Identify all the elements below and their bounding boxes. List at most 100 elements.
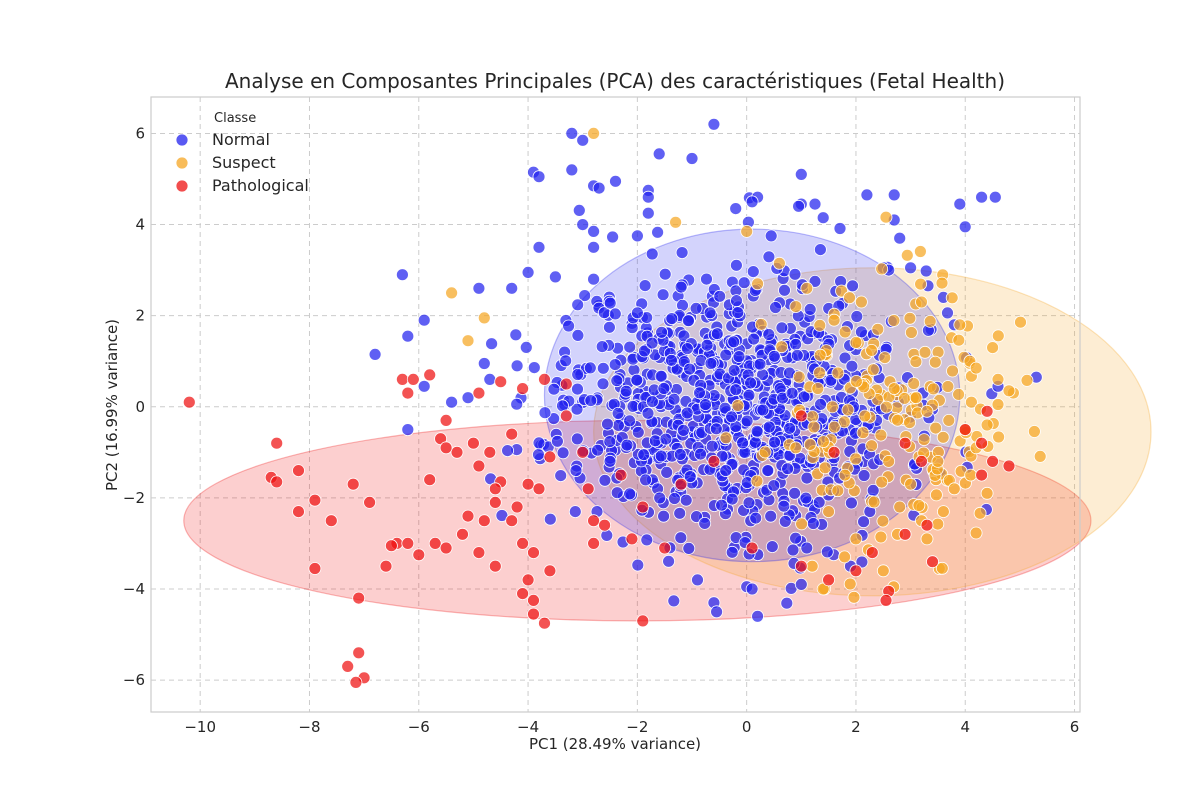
point-normal — [742, 496, 756, 510]
point-normal — [750, 424, 764, 438]
point-pathological — [587, 537, 600, 550]
point-normal — [603, 454, 617, 468]
point-normal — [576, 218, 590, 232]
x-axis-ticks: −10 −8 −6 −4 −2 0 2 4 6 — [184, 718, 1079, 736]
point-suspect — [813, 366, 826, 380]
point-normal — [612, 418, 625, 432]
point-normal — [680, 406, 694, 420]
point-normal — [637, 448, 651, 462]
point-suspect — [909, 391, 923, 405]
point-pathological — [538, 616, 551, 630]
point-suspect — [914, 245, 927, 258]
point-normal — [845, 359, 859, 373]
point-normal — [651, 225, 664, 239]
point-normal — [417, 313, 431, 327]
point-pathological — [505, 514, 519, 528]
point-normal — [765, 540, 779, 553]
point-normal — [800, 471, 814, 485]
point-pathological — [324, 514, 338, 528]
point-suspect — [874, 428, 888, 442]
point-normal — [568, 505, 582, 519]
point-normal — [587, 224, 600, 238]
point-pathological — [559, 377, 573, 391]
point-normal — [673, 506, 687, 520]
y-axis-label: PC2 (16.99% variance) — [103, 319, 121, 491]
point-normal — [578, 289, 592, 303]
point-normal — [654, 449, 668, 463]
point-normal — [667, 392, 681, 406]
point-pathological — [527, 594, 540, 607]
point-normal — [658, 267, 672, 281]
point-suspect — [973, 506, 987, 520]
point-suspect — [866, 363, 880, 377]
point-normal — [792, 199, 805, 213]
point-normal — [532, 436, 546, 450]
point-suspect — [805, 559, 819, 573]
point-normal — [767, 479, 781, 493]
point-normal — [495, 509, 509, 522]
point-pathological — [532, 482, 546, 496]
point-suspect — [917, 433, 931, 447]
point-pathological — [308, 562, 322, 575]
point-normal — [565, 126, 579, 140]
point-pathological — [346, 477, 360, 491]
point-suspect — [847, 590, 861, 604]
point-suspect — [879, 210, 893, 224]
point-normal — [673, 448, 687, 461]
legend-label-suspect: Suspect — [212, 153, 276, 172]
point-normal — [975, 190, 988, 204]
point-normal — [521, 265, 535, 279]
point-normal — [690, 510, 703, 523]
point-pathological — [384, 539, 398, 553]
legend-label-normal: Normal — [212, 130, 270, 149]
point-normal — [730, 294, 743, 308]
point-normal — [631, 306, 644, 320]
point-normal — [689, 301, 703, 315]
point-normal — [808, 274, 822, 288]
point-pathological — [527, 607, 540, 621]
point-normal — [838, 351, 852, 365]
point-suspect — [992, 430, 1005, 444]
point-suspect — [849, 532, 863, 546]
point-normal — [857, 469, 871, 482]
point-suspect — [991, 398, 1005, 411]
legend-marker-normal — [175, 133, 189, 147]
point-pathological — [352, 646, 366, 660]
point-normal — [519, 340, 533, 354]
point-normal — [785, 386, 799, 400]
point-pathological — [477, 514, 491, 528]
point-normal — [677, 329, 691, 343]
point-normal — [682, 314, 695, 328]
point-normal — [565, 163, 579, 177]
point-pathological — [625, 532, 639, 546]
point-suspect — [750, 474, 764, 488]
point-normal — [549, 270, 562, 284]
point-normal — [606, 230, 619, 244]
point-normal — [698, 517, 712, 530]
point-normal — [532, 170, 546, 184]
plot-frame — [150, 96, 1081, 713]
point-normal — [631, 425, 645, 439]
point-normal — [655, 325, 668, 339]
point-normal — [510, 397, 524, 411]
point-pathological — [510, 500, 524, 514]
point-normal — [576, 133, 590, 147]
point-suspect — [1033, 449, 1047, 463]
point-normal — [610, 374, 624, 388]
point-normal — [731, 306, 745, 320]
point-suspect — [843, 291, 856, 305]
point-normal — [556, 446, 570, 460]
point-pathological — [494, 375, 508, 389]
point-normal — [800, 541, 814, 555]
point-normal — [747, 332, 761, 346]
chart-title: Analyse en Composantes Principales (PCA)… — [225, 69, 1005, 93]
legend-marker-pathological — [175, 179, 189, 193]
point-suspect — [803, 437, 817, 451]
point-suspect — [822, 505, 835, 519]
point-suspect — [758, 445, 772, 459]
point-suspect — [918, 345, 932, 359]
point-pathological — [898, 436, 912, 450]
point-normal — [603, 435, 617, 449]
point-suspect — [831, 484, 845, 498]
point-suspect — [928, 355, 942, 369]
